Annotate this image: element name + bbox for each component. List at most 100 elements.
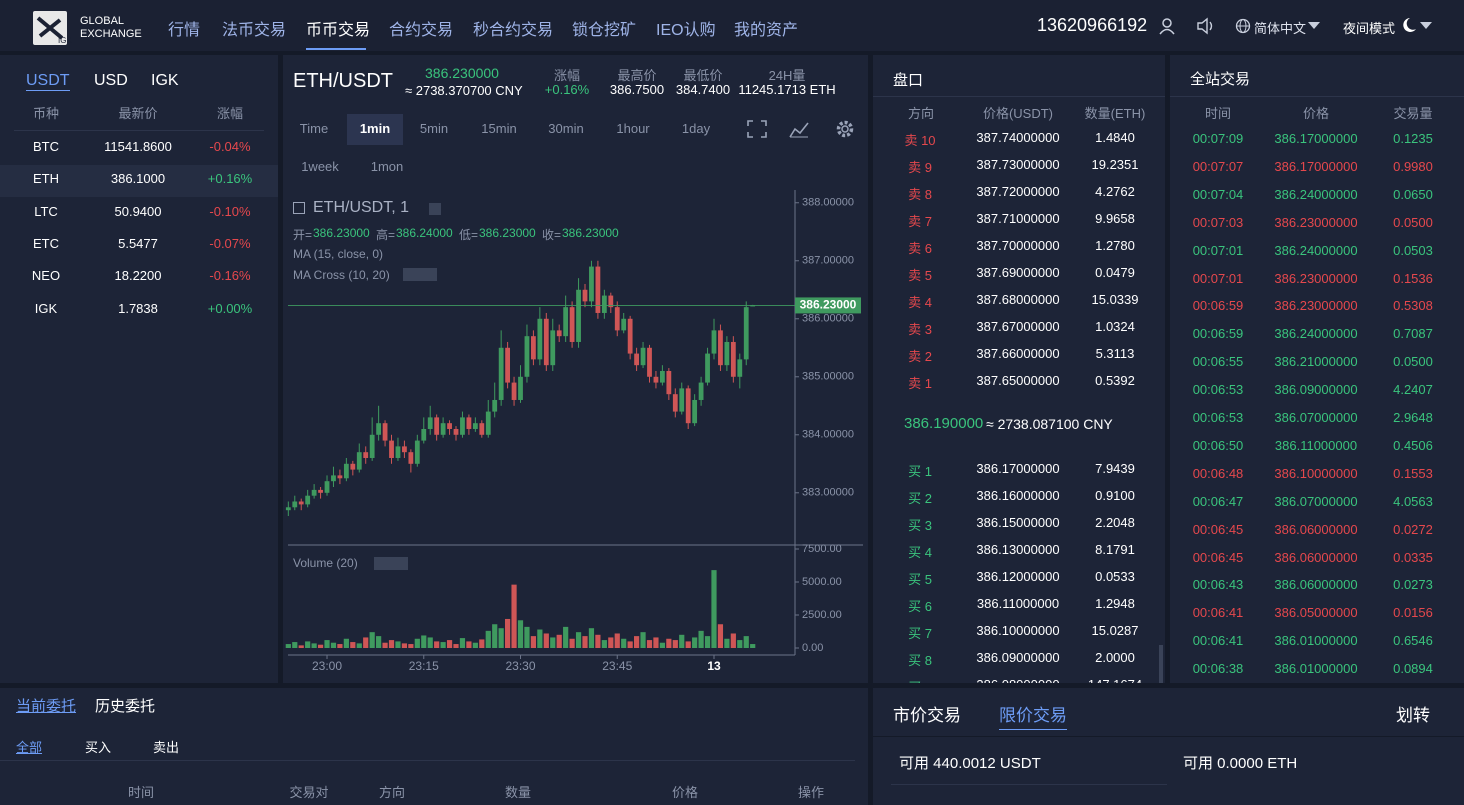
nav-item[interactable]: 秒合约交易	[473, 22, 554, 39]
settings-icon[interactable]	[835, 119, 855, 139]
orderbook-side[interactable]: 买 1	[908, 464, 932, 479]
user-icon[interactable]	[1158, 17, 1176, 35]
market-change[interactable]: -0.10%	[209, 203, 251, 219]
orderbook-price[interactable]: 387.66000000	[976, 346, 1060, 361]
orderbook-side[interactable]: 卖 8	[908, 187, 932, 202]
orderbook-side[interactable]: 买 2	[908, 491, 932, 506]
orders-tab[interactable]: 当前委托	[16, 698, 77, 715]
language[interactable]: 简体中文	[1254, 21, 1307, 36]
orderbook-amount[interactable]: 0.5392	[1095, 373, 1135, 388]
orderbook-amount[interactable]: 4.2762	[1095, 184, 1135, 199]
orderbook-price[interactable]: 387.70000000	[976, 238, 1060, 253]
orderbook-amount[interactable]: 1.0324	[1095, 319, 1135, 334]
orderbook-side[interactable]: 买 8	[908, 653, 932, 668]
orderbook-price[interactable]: 386.09000000	[976, 650, 1060, 665]
nav-item[interactable]: 币币交易	[306, 22, 371, 39]
orderbook-price[interactable]: 386.15000000	[976, 515, 1060, 530]
orderbook-amount[interactable]: 1.4840	[1095, 130, 1135, 145]
orderbook-amount[interactable]: 7.9439	[1095, 461, 1135, 476]
orderbook-price[interactable]: 386.12000000	[976, 569, 1060, 584]
market-tab[interactable]: USD	[94, 72, 128, 89]
orderbook-side[interactable]: 卖 5	[908, 268, 932, 283]
orderbook-amount[interactable]: 0.9100	[1095, 488, 1135, 503]
interval[interactable]: 1week	[301, 159, 339, 174]
interval[interactable]: 1hour	[616, 121, 650, 136]
orderbook-amount[interactable]: 15.0339	[1091, 292, 1139, 307]
market-tab[interactable]: IGK	[151, 72, 179, 89]
market-change[interactable]: +0.16%	[207, 171, 253, 187]
orderbook-side[interactable]: 卖 3	[908, 322, 932, 337]
orderbook-amount[interactable]: 19.2351	[1091, 157, 1139, 172]
nav-item[interactable]: IEO认购	[656, 22, 716, 39]
fullscreen-icon[interactable]	[746, 119, 768, 139]
orderbook-price[interactable]: 387.72000000	[976, 184, 1060, 199]
orderbook-amount[interactable]: 1.2948	[1095, 596, 1135, 611]
interval[interactable]: 1day	[681, 121, 711, 136]
nav-item[interactable]: 合约交易	[389, 22, 454, 39]
transfer[interactable]: 划转	[1396, 706, 1430, 725]
market-symbol[interactable]: ETC	[33, 235, 59, 251]
market-price[interactable]: 1.7838	[118, 300, 158, 316]
interval[interactable]: 1mon	[370, 159, 404, 174]
orderbook-side[interactable]: 卖 9	[908, 160, 932, 175]
interval[interactable]: 5min	[419, 121, 449, 136]
market-price[interactable]: 386.1000	[110, 171, 166, 187]
orderbook-price[interactable]: 387.74000000	[976, 130, 1060, 145]
market-change[interactable]: +0.00%	[207, 300, 253, 316]
orders-filter[interactable]: 卖出	[153, 740, 180, 755]
orderbook-side[interactable]: 买 3	[908, 518, 932, 533]
orderbook-side[interactable]: 卖 4	[908, 295, 932, 310]
orderbook-amount[interactable]: 15.0287	[1091, 623, 1139, 638]
nav-item[interactable]: 锁仓挖矿	[572, 22, 637, 39]
orderbook-price[interactable]: 386.13000000	[976, 542, 1060, 557]
market-symbol[interactable]: NEO	[31, 268, 61, 284]
orderbook-side[interactable]: 买 6	[908, 599, 932, 614]
orderbook-amount[interactable]: 2.0000	[1095, 650, 1135, 665]
orderbook-amount[interactable]: 5.3113	[1095, 346, 1135, 361]
orderbook-price[interactable]: 386.10000000	[976, 623, 1060, 638]
indicator-icon[interactable]	[788, 119, 810, 139]
orderbook-amount[interactable]: 8.1791	[1095, 542, 1135, 557]
orders-filter[interactable]: 买入	[85, 740, 112, 755]
orderbook-amount[interactable]: 9.9658	[1095, 211, 1135, 226]
orderbook-side[interactable]: 买 7	[908, 626, 932, 641]
form-tab[interactable]: 市价交易	[893, 706, 961, 725]
orderbook-side[interactable]: 卖 10	[904, 133, 936, 148]
orderbook-price[interactable]: 387.65000000	[976, 373, 1060, 388]
orderbook-amount[interactable]: 1.2780	[1095, 238, 1135, 253]
orderbook-side[interactable]: 卖 1	[908, 376, 932, 391]
market-price[interactable]: 5.5477	[118, 235, 158, 251]
interval[interactable]: 15min	[481, 121, 517, 136]
orderbook-price[interactable]: 387.73000000	[976, 157, 1060, 172]
market-price[interactable]: 50.9400	[114, 203, 162, 219]
market-change[interactable]: -0.16%	[209, 268, 251, 284]
orderbook-price[interactable]: 387.69000000	[976, 265, 1060, 280]
nav-item[interactable]: 法币交易	[222, 22, 287, 39]
orderbook-price[interactable]: 387.68000000	[976, 292, 1060, 307]
orderbook-side[interactable]: 卖 7	[908, 214, 932, 229]
orderbook-side[interactable]: 买 5	[908, 572, 932, 587]
orderbook-price[interactable]: 386.16000000	[976, 488, 1060, 503]
orderbook-side[interactable]: 卖 2	[908, 349, 932, 364]
orderbook-side[interactable]: 买 4	[908, 545, 932, 560]
form-tab[interactable]: 限价交易	[999, 701, 1067, 730]
nav-item[interactable]: 行情	[168, 22, 201, 39]
orderbook-price[interactable]: 387.71000000	[976, 211, 1060, 226]
market-symbol[interactable]: IGK	[34, 300, 58, 316]
market-symbol[interactable]: ETH	[33, 171, 59, 187]
market-price[interactable]: 11541.8600	[104, 139, 172, 154]
market-tab[interactable]: USDT	[26, 72, 70, 91]
orderbook-amount[interactable]: 2.2048	[1095, 515, 1135, 530]
market-symbol[interactable]: BTC	[33, 139, 59, 154]
orderbook-price[interactable]: 387.67000000	[976, 319, 1060, 334]
moon-icon[interactable]	[1400, 16, 1434, 34]
orderbook-amount[interactable]: 0.0533	[1095, 569, 1135, 584]
orderbook-amount[interactable]: 0.0479	[1095, 265, 1135, 280]
interval[interactable]: 1min	[359, 121, 391, 136]
nav-item[interactable]: 我的资产	[734, 22, 799, 39]
orderbook-side[interactable]: 卖 6	[908, 241, 932, 256]
phone[interactable]: 13620966192	[1037, 15, 1148, 35]
sound-icon[interactable]	[1196, 17, 1216, 35]
market-symbol[interactable]: LTC	[34, 203, 58, 219]
orders-tab[interactable]: 历史委托	[95, 698, 156, 715]
